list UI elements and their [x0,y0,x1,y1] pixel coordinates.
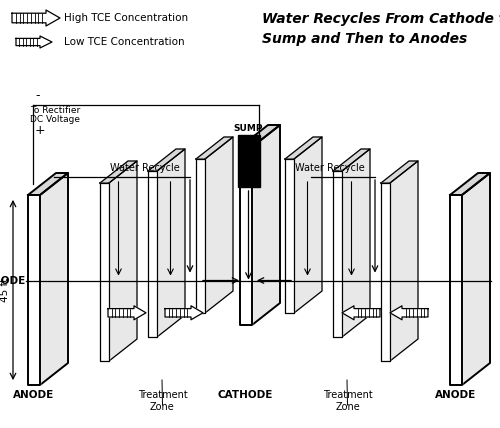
Text: To Rectifier: To Rectifier [30,106,80,115]
Polygon shape [157,149,185,337]
Polygon shape [165,306,203,320]
Polygon shape [28,195,40,385]
Text: Water Recycle: Water Recycle [110,163,180,173]
Text: Treatment
Zone: Treatment Zone [322,390,372,412]
Polygon shape [342,306,380,320]
Text: Treatment
Zone: Treatment Zone [138,390,188,412]
Polygon shape [381,161,418,183]
Text: DC Voltage: DC Voltage [30,115,80,124]
Polygon shape [342,149,370,337]
Polygon shape [450,195,462,385]
Text: Low TCE Concentration: Low TCE Concentration [64,37,184,47]
Polygon shape [100,161,137,183]
Polygon shape [333,149,370,171]
Text: -: - [35,89,40,102]
Text: ANODE: ANODE [0,276,26,285]
Polygon shape [109,161,137,361]
Polygon shape [285,159,294,313]
Bar [238,135,260,187]
Polygon shape [252,125,280,325]
Text: 45 ft: 45 ft [0,278,10,302]
Polygon shape [240,147,252,325]
Polygon shape [12,10,60,26]
Text: Water Recycle: Water Recycle [295,163,365,173]
Polygon shape [205,137,233,313]
Polygon shape [381,183,390,361]
Polygon shape [390,161,418,361]
Text: CATHODE: CATHODE [218,390,273,400]
Polygon shape [333,171,342,337]
Text: ANODE: ANODE [13,390,54,400]
Polygon shape [196,159,205,313]
Polygon shape [240,125,280,147]
Text: High TCE Concentration: High TCE Concentration [64,13,188,23]
Polygon shape [196,137,233,159]
Polygon shape [294,137,322,313]
Polygon shape [40,173,68,385]
Text: ANODE: ANODE [435,390,476,400]
Polygon shape [108,306,146,320]
Polygon shape [462,173,490,385]
Polygon shape [285,137,322,159]
Text: SUMP: SUMP [234,124,263,133]
Polygon shape [28,173,68,195]
Polygon shape [390,306,428,320]
Polygon shape [16,36,52,48]
Polygon shape [100,183,109,361]
Text: +: + [35,124,45,137]
Polygon shape [450,173,490,195]
Polygon shape [148,171,157,337]
Polygon shape [148,149,185,171]
Text: Water Recycles From Cathode to
Sump and Then to Anodes: Water Recycles From Cathode to Sump and … [262,12,500,45]
